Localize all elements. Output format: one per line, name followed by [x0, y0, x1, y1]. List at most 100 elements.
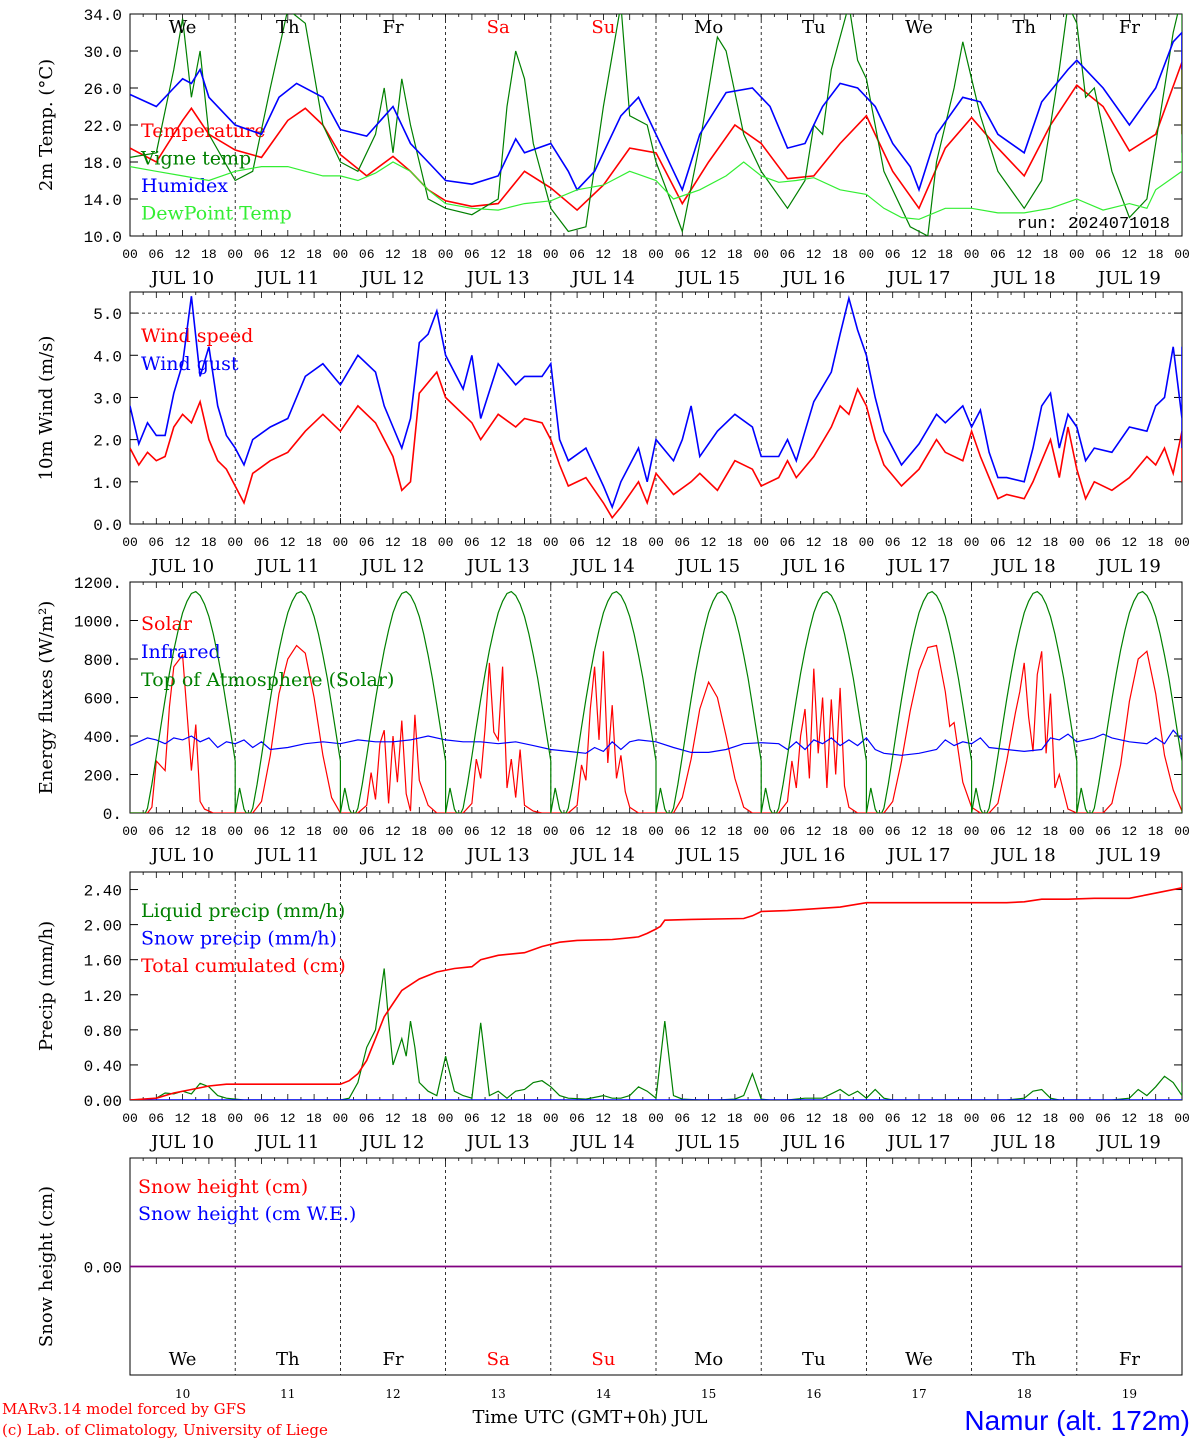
hour-label: 06: [1095, 1111, 1111, 1126]
hour-label: 00: [648, 535, 664, 550]
legend-entry: Wind gust: [141, 353, 239, 375]
hour-label: 12: [701, 535, 717, 550]
hour-label: 00: [333, 247, 349, 262]
hour-label: 06: [464, 247, 480, 262]
hour-label: 12: [701, 1111, 717, 1126]
hour-label: 00: [438, 1111, 454, 1126]
hour-label: 06: [464, 824, 480, 839]
y-tick-label: 1.60: [84, 953, 122, 971]
hour-label: 12: [385, 1111, 401, 1126]
day-name: Tu: [802, 1349, 826, 1370]
hour-label: 00: [543, 535, 559, 550]
hour-label: 12: [490, 1111, 506, 1126]
hour-label: 00: [122, 1111, 138, 1126]
hour-label: 12: [175, 1111, 191, 1126]
y-tick-label: 26.0: [84, 81, 122, 99]
day-number: 16: [806, 1387, 821, 1401]
hour-label: 00: [1069, 535, 1085, 550]
legend-entry: Liquid precip (mm/h): [141, 900, 345, 922]
hour-label: 00: [1069, 247, 1085, 262]
hour-label: 00: [122, 535, 138, 550]
date-label: JUL 13: [465, 556, 530, 577]
date-label: JUL 14: [570, 845, 635, 866]
day-number: 11: [280, 1387, 295, 1401]
date-label: JUL 11: [254, 845, 319, 866]
date-label: JUL 14: [570, 1132, 635, 1153]
hour-label: 00: [438, 824, 454, 839]
date-label: JUL 19: [1096, 268, 1161, 289]
day-name: Th: [1012, 1349, 1036, 1370]
hour-label: 00: [122, 247, 138, 262]
hour-label: 18: [517, 535, 533, 550]
hour-label: 00: [964, 824, 980, 839]
hour-label: 06: [885, 824, 901, 839]
hour-label: 06: [359, 247, 375, 262]
panel-2: 0.0 1.0 2.0 3.0 4.0 5.0 10m Wind (m/s) Wind spe…: [36, 291, 1190, 577]
hour-label: 00: [227, 247, 243, 262]
hour-label: 06: [674, 824, 690, 839]
day-number: 19: [1122, 1387, 1137, 1401]
hour-label: 12: [806, 1111, 822, 1126]
hour-label: 12: [806, 824, 822, 839]
hour-label: 06: [780, 247, 796, 262]
hour-label: 18: [727, 1111, 743, 1126]
hour-label: 18: [201, 535, 217, 550]
hour-label: 00: [227, 535, 243, 550]
hour-label: 00: [438, 247, 454, 262]
date-label: JUL 16: [780, 1132, 845, 1153]
time-axis-label: Time UTC (GMT+0h) JUL: [473, 1407, 708, 1428]
hour-label: 06: [148, 824, 164, 839]
hour-label: 12: [596, 247, 612, 262]
hour-label: 06: [464, 535, 480, 550]
hour-label: 12: [1122, 535, 1138, 550]
hour-label: 00: [543, 1111, 559, 1126]
hour-label: 18: [1043, 1111, 1059, 1126]
hour-label: 00: [753, 247, 769, 262]
hour-label: 06: [885, 535, 901, 550]
date-label: JUL 13: [465, 268, 530, 289]
hour-label: 00: [1174, 247, 1190, 262]
hour-label: 18: [1148, 1111, 1164, 1126]
y-tick-label: 5.0: [93, 306, 122, 324]
day-name: Fr: [1119, 1349, 1140, 1370]
hour-label: 12: [490, 535, 506, 550]
hour-label: 06: [780, 535, 796, 550]
day-name: Fr: [382, 17, 403, 38]
hour-label: 18: [201, 1111, 217, 1126]
hour-label: 00: [543, 247, 559, 262]
legend-entry: Snow height (cm): [138, 1176, 308, 1198]
series-line: [130, 295, 1182, 510]
date-label: JUL 18: [991, 845, 1056, 866]
day-name: Th: [276, 1349, 300, 1370]
hour-label: 06: [674, 535, 690, 550]
y-tick-label: 0.00: [84, 1093, 122, 1111]
y-tick-label: 30.0: [84, 44, 122, 62]
hour-label: 00: [964, 535, 980, 550]
day-name: We: [169, 1349, 197, 1370]
hour-label: 06: [254, 1111, 270, 1126]
hour-label: 18: [622, 247, 638, 262]
y-tick-label: 0.00: [84, 1260, 122, 1278]
hour-label: 18: [517, 1111, 533, 1126]
series-line: [130, 968, 1182, 1100]
date-label: JUL 15: [675, 845, 740, 866]
day-name: Th: [276, 17, 300, 38]
hour-label: 18: [832, 535, 848, 550]
day-name: Su: [591, 17, 615, 38]
series-line: [130, 152, 1182, 220]
series-line: [130, 31, 1182, 193]
day-number: 15: [701, 1387, 716, 1401]
y-tick-label: 2.40: [84, 883, 122, 901]
series-line: [130, 883, 1182, 1100]
hour-label: 00: [753, 824, 769, 839]
hour-label: 12: [806, 247, 822, 262]
hour-label: 18: [1148, 535, 1164, 550]
lab-credit: (c) Lab. of Climatology, University of L…: [2, 1421, 328, 1439]
hour-label: 12: [1122, 1111, 1138, 1126]
hour-label: 18: [411, 247, 427, 262]
hour-label: 18: [306, 535, 322, 550]
hour-label: 18: [727, 247, 743, 262]
date-label: JUL 14: [570, 556, 635, 577]
hour-label: 06: [569, 1111, 585, 1126]
hour-label: 18: [727, 824, 743, 839]
